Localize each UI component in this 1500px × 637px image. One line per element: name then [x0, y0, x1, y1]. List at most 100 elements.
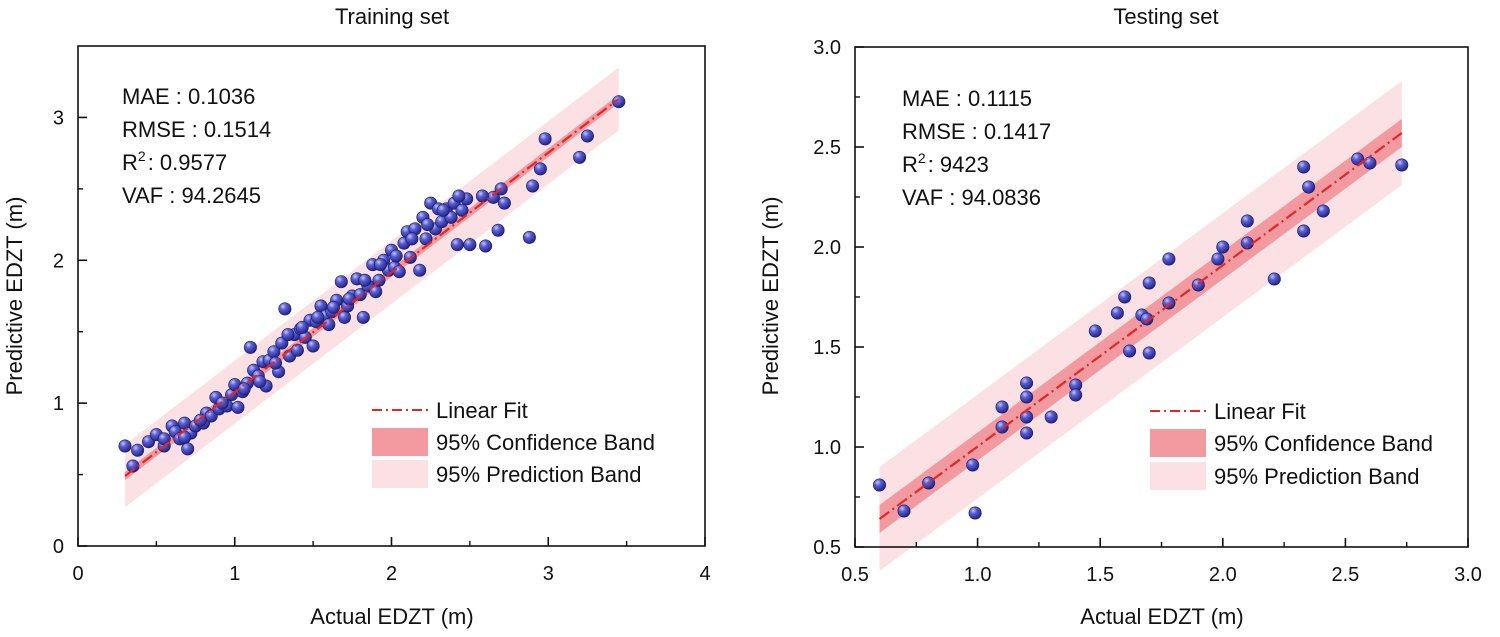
- y-axis-label: Predictive EDZT (m): [758, 197, 783, 396]
- x-tick-label: 3.0: [1454, 564, 1482, 586]
- data-point: [278, 302, 292, 316]
- legend-linear-fit-label: Linear Fit: [1214, 399, 1306, 424]
- data-point: [1123, 344, 1137, 358]
- data-point: [306, 339, 320, 353]
- data-point: [1316, 204, 1330, 218]
- data-point: [1140, 312, 1154, 326]
- data-point: [281, 328, 295, 342]
- data-point: [1297, 160, 1311, 174]
- testing-chart: Testing set 0.5 1.0 1.5 2.0 2.5 3.0 0.5 1.0 1.5 2…: [758, 4, 1482, 629]
- data-point: [1044, 410, 1058, 424]
- data-point: [358, 273, 372, 287]
- legend-prediction-label: 95% Prediction Band: [1214, 464, 1419, 489]
- x-tick-label: 2: [386, 563, 397, 585]
- training-chart: Training set 0 1 2 3 4 0 1 2 3 Actual EDZT (m) P…: [2, 4, 711, 629]
- data-point: [1020, 376, 1034, 390]
- data-point: [612, 95, 626, 109]
- rmse-stat: RMSE : 0.1514: [122, 117, 271, 142]
- r2-prefix: R: [122, 150, 138, 175]
- y-tick-label: 0.5: [813, 537, 841, 559]
- data-point: [1069, 388, 1083, 402]
- legend-prediction-swatch: [1150, 462, 1206, 490]
- data-point: [995, 400, 1009, 414]
- y-tick-label: 2.5: [813, 137, 841, 159]
- data-point: [243, 340, 257, 354]
- data-point: [450, 238, 464, 252]
- data-point: [1211, 252, 1225, 266]
- data-point: [237, 382, 251, 396]
- y-tick-label: 1.0: [813, 437, 841, 459]
- linear-fit-line: [878, 132, 1403, 520]
- data-point: [452, 189, 466, 203]
- data-point: [1297, 224, 1311, 238]
- y-tick-label: 1: [53, 393, 64, 415]
- data-point: [475, 189, 489, 203]
- legend-linear-fit-label: Linear Fit: [436, 398, 528, 423]
- y-tick-label: 3: [53, 107, 64, 129]
- rmse-stat: RMSE : 0.1417: [902, 119, 1051, 144]
- data-point: [455, 203, 469, 217]
- data-point: [463, 238, 477, 252]
- data-point: [334, 275, 348, 289]
- data-point: [436, 203, 450, 217]
- data-point: [966, 458, 980, 472]
- data-point: [131, 443, 145, 457]
- legend: Linear Fit 95% Confidence Band 95% Predi…: [372, 398, 655, 488]
- axis-ticks: 0.5 1.0 1.5 2.0 2.5 3.0 0.5 1.0 1.5 2.0 2.5 3.0: [813, 37, 1482, 586]
- legend-confidence-swatch: [1150, 429, 1206, 457]
- stats-box: MAE : 0.1115 RMSE : 0.1417 R2: 9423 VAF …: [902, 86, 1051, 210]
- data-point: [1020, 390, 1034, 404]
- data-point: [118, 439, 132, 453]
- vaf-stat: VAF : 94.0836: [902, 185, 1041, 210]
- data-point: [295, 320, 309, 334]
- data-point: [392, 265, 406, 279]
- legend-confidence-label: 95% Confidence Band: [436, 430, 655, 455]
- plot-area: [872, 81, 1409, 571]
- r2-prefix: R: [902, 152, 918, 177]
- data-point: [413, 263, 427, 277]
- y-tick-label: 0: [53, 536, 64, 558]
- chart-title: Training set: [335, 4, 449, 29]
- data-point: [580, 129, 594, 143]
- r2-stat: R2: 9423: [902, 150, 989, 177]
- data-point: [1240, 214, 1254, 228]
- legend-confidence-swatch: [372, 428, 428, 456]
- r2-superscript: 2: [138, 148, 146, 164]
- data-point: [872, 478, 886, 492]
- x-tick-label: 0.5: [841, 564, 869, 586]
- data-point: [1395, 158, 1409, 172]
- r2-value: : 0.9577: [148, 150, 228, 175]
- legend-prediction-swatch: [372, 460, 428, 488]
- y-tick-label: 3.0: [813, 37, 841, 59]
- r2-value: : 9423: [928, 152, 989, 177]
- data-point: [1267, 272, 1281, 286]
- data-point: [526, 179, 540, 193]
- data-point: [538, 132, 552, 146]
- data-point: [311, 310, 325, 324]
- mae-stat: MAE : 0.1036: [122, 84, 255, 109]
- x-axis-label: Actual EDZT (m): [310, 604, 473, 629]
- r2-stat: R2: 0.9577: [122, 148, 227, 175]
- data-point: [181, 442, 195, 456]
- data-point: [1118, 290, 1132, 304]
- data-point: [1142, 346, 1156, 360]
- data-point: [1088, 324, 1102, 338]
- x-tick-label: 4: [699, 563, 710, 585]
- data-point: [405, 232, 419, 246]
- legend-confidence-label: 95% Confidence Band: [1214, 431, 1433, 456]
- data-point: [1216, 240, 1230, 254]
- y-axis-label: Predictive EDZT (m): [2, 197, 27, 396]
- data-point: [326, 300, 340, 314]
- data-point: [479, 239, 493, 253]
- data-point: [491, 223, 505, 237]
- data-point: [231, 400, 245, 414]
- data-point: [497, 196, 511, 210]
- x-tick-label: 3: [543, 563, 554, 585]
- data-point: [1142, 276, 1156, 290]
- y-tick-label: 2.0: [813, 237, 841, 259]
- data-point: [421, 218, 435, 232]
- data-point: [1162, 252, 1176, 266]
- data-point: [342, 292, 356, 306]
- data-point: [573, 150, 587, 164]
